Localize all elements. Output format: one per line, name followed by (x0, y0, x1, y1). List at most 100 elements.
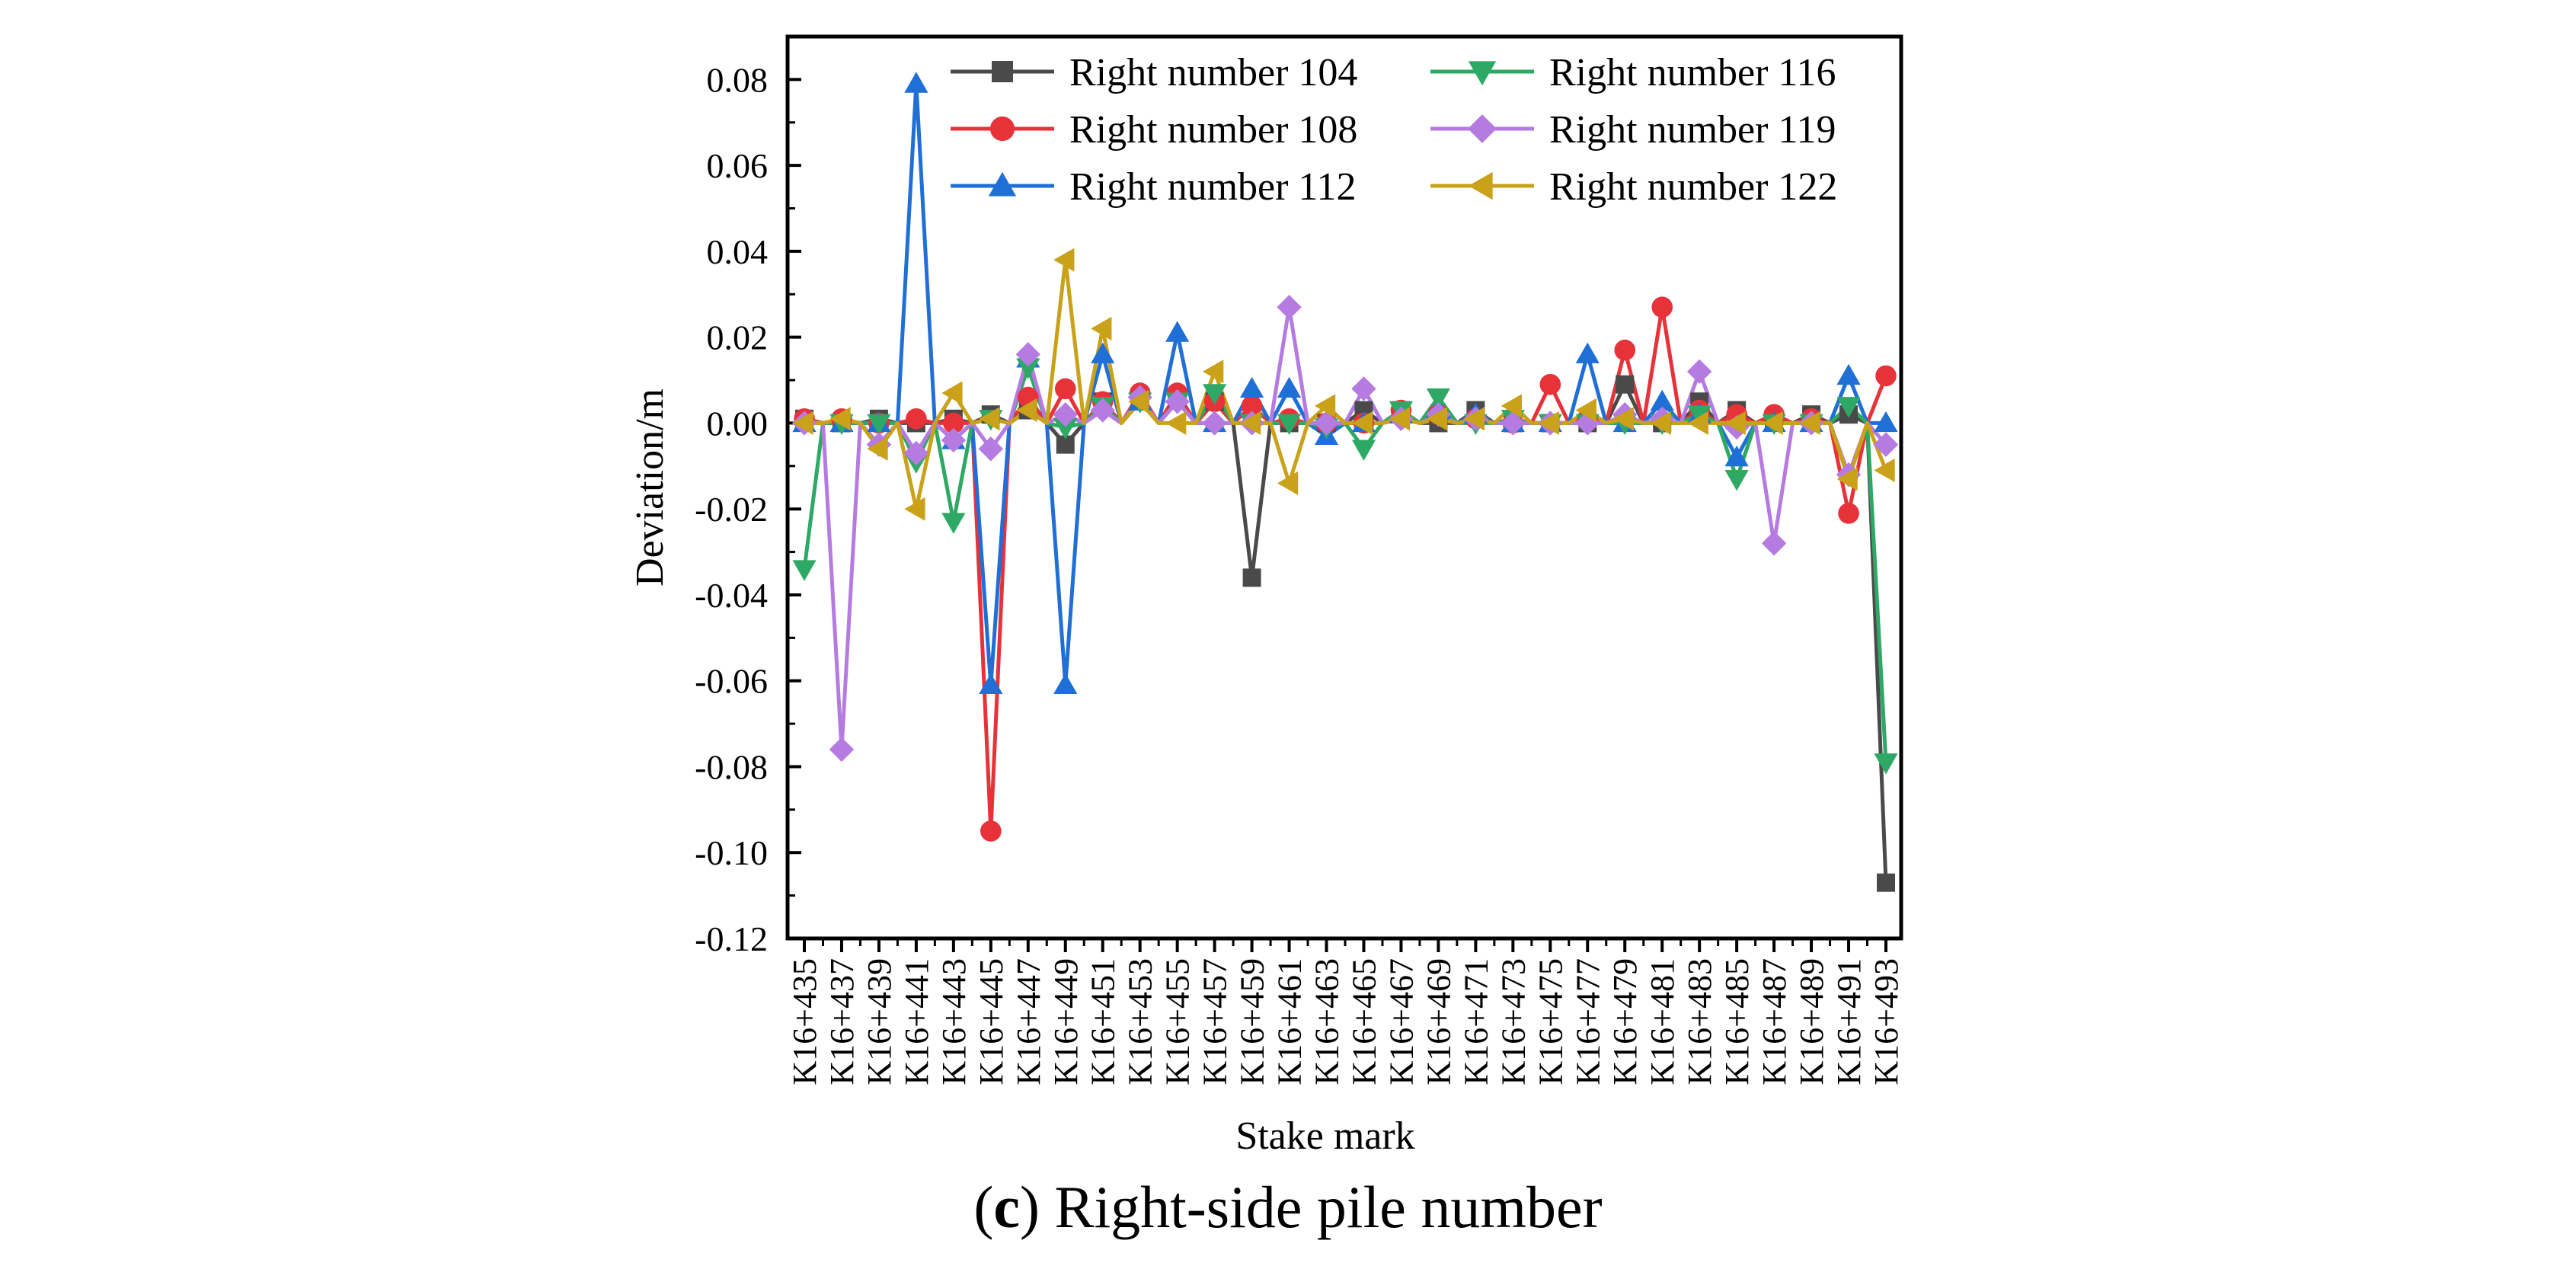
y-tick-label: 0.00 (707, 404, 769, 443)
x-tick-label: K16+485 (1718, 958, 1756, 1085)
data-point-series-6 (792, 411, 813, 436)
y-tick-label: 0.06 (707, 146, 769, 185)
legend-marker (1468, 61, 1497, 86)
data-point-series-6 (941, 381, 963, 405)
x-tick-label: K16+493 (1868, 958, 1905, 1085)
x-tick-label: K16+455 (1159, 958, 1197, 1085)
x-axis-label: Stake mark (1235, 1114, 1414, 1158)
x-axis: K16+435 K16+437 K16+439 K16+441 K16+443 K16+4… (786, 938, 1905, 1085)
legend-marker (988, 171, 1017, 197)
data-point-series-6 (867, 436, 888, 461)
data-point-series-5 (903, 440, 929, 466)
x-tick-label: K16+447 (1010, 958, 1047, 1085)
caption-label: c (993, 1174, 1020, 1240)
data-point-series-2 (1539, 373, 1561, 395)
x-tick-label: K16+459 (1234, 958, 1271, 1085)
data-point-series-3 (1165, 321, 1190, 342)
x-tick-label: K16+489 (1793, 958, 1830, 1085)
data-point-series-6 (1501, 394, 1523, 418)
data-point-series-5 (1053, 401, 1078, 427)
data-point-series-4 (792, 560, 817, 581)
data-point-series-3 (1650, 389, 1674, 411)
data-point-series-6 (904, 497, 925, 521)
data-point-series-4 (1016, 358, 1040, 379)
data-point-series-2 (943, 412, 964, 434)
data-point-series-5 (1015, 342, 1040, 367)
caption-text: Right-side pile number (1054, 1174, 1603, 1240)
x-tick-label: K16+439 (861, 958, 898, 1085)
data-point-series-5 (1314, 411, 1339, 436)
data-point-series-6 (1426, 407, 1448, 431)
y-tick-label: -0.08 (695, 747, 768, 786)
data-point-series-4 (1277, 414, 1302, 436)
data-point-series-6 (1687, 411, 1708, 436)
x-tick-label: K16+465 (1345, 958, 1382, 1085)
data-point-series-2 (906, 408, 927, 430)
x-tick-label: K16+487 (1756, 958, 1793, 1085)
data-point-series-6 (1836, 467, 1858, 491)
data-point-series-4 (941, 513, 966, 534)
y-tick-label: 0.04 (707, 232, 769, 271)
data-point-series-5 (1165, 389, 1190, 414)
data-point-series-3 (1836, 363, 1861, 385)
data-point-series-5 (1090, 398, 1115, 423)
data-point-series-2 (1651, 296, 1673, 318)
data-point-series-2 (1838, 503, 1859, 524)
legend-label: Right number 119 (1549, 108, 1836, 152)
data-point-series-6 (1575, 398, 1596, 423)
series-markers (791, 72, 1899, 892)
data-point-series-6 (1351, 411, 1373, 436)
x-tick-label: K16+463 (1309, 958, 1346, 1085)
data-point-series-3 (1091, 342, 1115, 363)
data-point-series-4 (1724, 470, 1749, 491)
data-point-series-5 (1277, 295, 1302, 320)
legend-label: Right number 104 (1069, 51, 1357, 94)
data-point-series-2 (1054, 378, 1076, 400)
data-point-series-1 (1242, 568, 1261, 587)
data-point-series-6 (1874, 458, 1895, 483)
data-point-series-3 (979, 673, 1003, 695)
data-point-series-6 (1799, 411, 1820, 436)
x-tick-label: K16+477 (1569, 958, 1606, 1085)
figure-caption: (c) Right-side pile number (973, 1174, 1603, 1240)
data-point-series-4 (1836, 397, 1861, 418)
data-point-series-6 (1538, 411, 1560, 436)
data-point-series-4 (1203, 384, 1227, 405)
data-point-series-6 (1016, 398, 1037, 423)
data-point-series-4 (1426, 388, 1451, 410)
data-point-series-6 (1203, 360, 1224, 384)
data-point-series-6 (1762, 411, 1783, 436)
data-point-series-3 (1277, 376, 1302, 398)
data-point-series-2 (980, 820, 1002, 842)
data-point-series-5 (1873, 432, 1899, 457)
legend-label: Right number 108 (1069, 108, 1357, 152)
data-point-series-6 (1612, 407, 1634, 431)
legend-marker (989, 116, 1015, 142)
x-tick-label: K16+479 (1606, 958, 1644, 1085)
data-point-series-4 (1053, 418, 1078, 440)
data-point-series-6 (1314, 394, 1336, 418)
x-tick-label: K16+451 (1085, 958, 1122, 1085)
data-point-series-6 (979, 407, 1000, 431)
legend-label: Right number 112 (1069, 165, 1357, 209)
legend-label: Right number 116 (1549, 51, 1836, 94)
x-tick-label: K16+471 (1457, 958, 1494, 1085)
data-point-series-5 (978, 436, 1004, 462)
x-tick-label: K16+475 (1532, 958, 1569, 1085)
data-point-series-6 (1091, 316, 1112, 340)
data-point-series-1 (1877, 873, 1895, 892)
y-tick-label: -0.02 (695, 490, 768, 529)
data-point-series-3 (1575, 342, 1600, 363)
data-point-series-3 (1053, 673, 1078, 695)
data-point-series-4 (1351, 440, 1376, 461)
data-point-series-3 (1724, 445, 1749, 467)
y-tick-label: -0.06 (695, 662, 768, 701)
y-tick-label: 0.08 (707, 60, 769, 99)
data-point-series-2 (1241, 395, 1263, 417)
legend-marker (1468, 114, 1497, 143)
x-tick-label: K16+443 (935, 958, 973, 1085)
data-point-series-5 (1575, 411, 1600, 436)
data-point-series-3 (904, 72, 928, 93)
x-tick-label: K16+473 (1494, 958, 1532, 1085)
